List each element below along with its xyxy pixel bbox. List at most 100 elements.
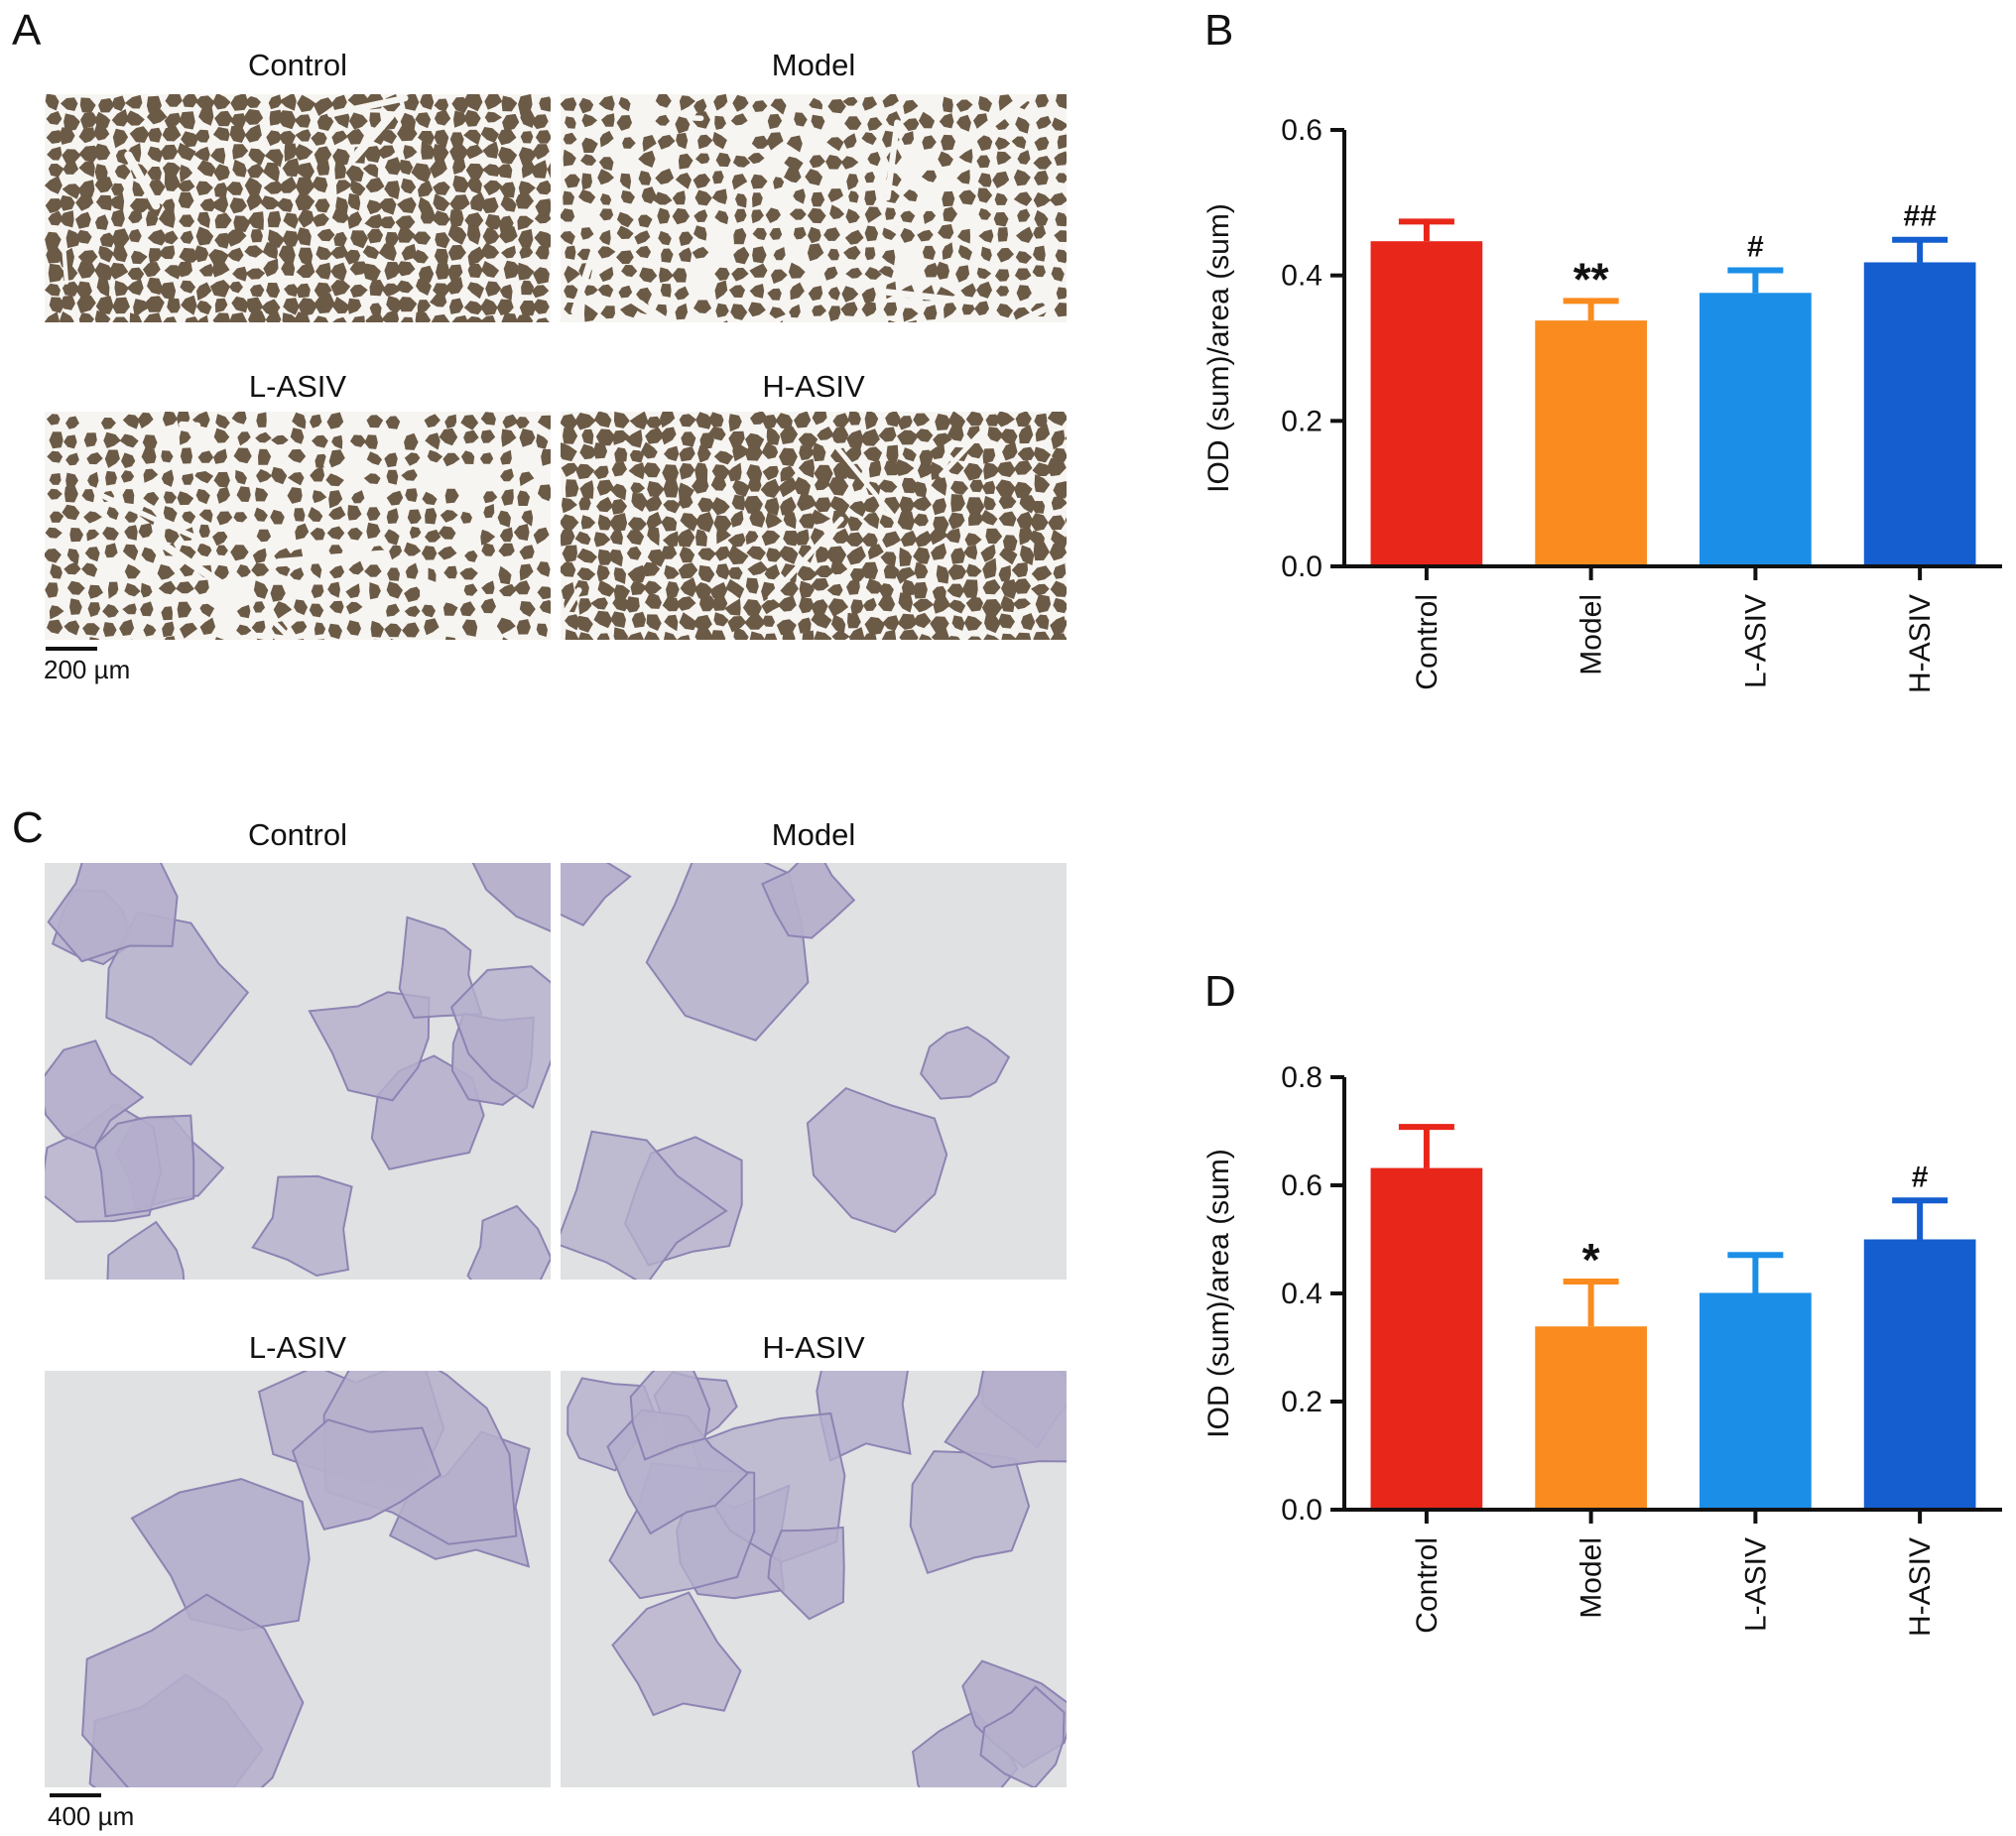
muscle-fiber: [985, 528, 1003, 545]
muscle-fiber: [733, 246, 750, 265]
muscle-fiber: [811, 112, 825, 130]
muscle-fiber: [978, 95, 992, 112]
muscle-fiber: [231, 296, 249, 313]
muscle-fiber: [521, 510, 534, 527]
muscle-fiber: [731, 268, 749, 282]
muscle-fiber: [283, 212, 299, 229]
muscle-fiber: [815, 564, 834, 578]
muscle-fiber: [225, 228, 247, 247]
muscle-fiber: [645, 592, 662, 609]
muscle-fiber: [694, 189, 712, 206]
muscle-fiber: [593, 465, 609, 480]
muscle-fiber: [980, 246, 992, 262]
muscle-fiber: [103, 431, 121, 448]
muscle-fiber: [1013, 169, 1031, 186]
muscle-fiber: [143, 491, 160, 506]
muscle-fiber: [747, 153, 765, 165]
tissue-gap: [348, 111, 395, 164]
muscle-fiber: [482, 141, 499, 159]
muscle-fiber: [47, 450, 63, 463]
muscle-fiber: [49, 605, 64, 620]
muscle-fiber: [976, 281, 992, 299]
panel-letter-b: B: [1204, 6, 1234, 55]
muscle-fiber: [448, 298, 464, 314]
muscle-fiber: [501, 428, 517, 447]
muscle-fiber: [764, 497, 780, 516]
muscle-fiber: [827, 188, 843, 202]
muscle-fiber: [1051, 267, 1065, 282]
muscle-fiber: [198, 105, 214, 126]
muscle-fiber: [466, 224, 481, 245]
muscle-fiber: [678, 562, 698, 579]
muscle-fiber: [883, 302, 898, 316]
panel-c-label-control: Control: [248, 817, 347, 852]
muscle-fiber: [104, 449, 120, 468]
muscle-fiber: [798, 432, 819, 448]
muscle-fiber: [485, 281, 502, 297]
muscle-fiber: [328, 565, 345, 579]
muscle-fiber: [161, 606, 173, 621]
muscle-fiber: [177, 601, 192, 618]
muscle-fiber: [282, 230, 299, 248]
muscle-fiber: [657, 207, 671, 224]
muscle-fiber: [1032, 265, 1046, 278]
muscle-fiber: [107, 581, 119, 599]
muscle-fiber: [415, 311, 432, 322]
muscle-fiber: [913, 413, 931, 427]
muscle-fiber: [48, 210, 63, 226]
muscle-fiber: [145, 296, 165, 312]
muscle-fiber: [496, 299, 514, 315]
muscle-fiber: [657, 134, 676, 150]
muscle-fiber: [161, 450, 174, 463]
muscle-fiber: [653, 191, 673, 205]
muscle-fiber: [209, 193, 229, 213]
muscle-fiber: [179, 111, 195, 130]
muscle-fiber: [626, 632, 645, 640]
muscle-fiber: [180, 622, 197, 639]
muscle-fiber: [580, 227, 594, 240]
muscle-fiber: [912, 581, 928, 599]
muscle-fiber: [465, 163, 484, 180]
panel-a-label-h-asiv: H-ASIV: [762, 369, 865, 404]
muscle-fiber: [442, 452, 460, 467]
muscle-fiber: [228, 312, 248, 322]
muscle-fiber: [1066, 535, 1067, 539]
muscle-fiber: [418, 131, 435, 146]
muscle-fiber: [78, 127, 95, 144]
muscle-fiber: [864, 225, 879, 242]
muscle-fiber: [500, 449, 512, 465]
muscle-fiber: [597, 284, 614, 298]
muscle-fiber: [1033, 156, 1053, 170]
muscle-fiber: [377, 145, 396, 160]
muscle-fiber: [583, 304, 598, 322]
muscle-fiber: [453, 110, 467, 128]
muscle-fiber: [565, 629, 579, 640]
muscle-fiber: [464, 144, 484, 160]
muscle-fiber: [679, 612, 698, 631]
muscle-fiber: [1050, 616, 1067, 636]
muscle-fiber: [407, 509, 422, 525]
muscle-fiber: [902, 447, 917, 462]
muscle-fiber: [664, 445, 680, 461]
muscle-fiber: [517, 490, 531, 506]
muscle-fiber: [519, 471, 535, 487]
muscle-fiber: [565, 245, 576, 260]
muscle-fiber: [244, 124, 262, 143]
muscle-fiber: [994, 412, 1015, 428]
muscle-fiber: [662, 464, 680, 482]
muscle-fiber: [983, 462, 1000, 480]
muscle-fiber: [216, 511, 233, 526]
muscle-fiber: [579, 443, 598, 460]
tissue-gap: [800, 106, 829, 117]
muscle-fiber: [749, 284, 765, 299]
muscle-fiber: [45, 231, 62, 250]
muscle-fiber: [766, 426, 781, 445]
muscle-fiber: [1028, 530, 1045, 547]
muscle-fiber: [348, 560, 364, 575]
muscle-fiber: [562, 545, 577, 563]
muscle-fiber: [661, 546, 678, 559]
muscle-fiber: [276, 197, 294, 212]
muscle-fiber: [158, 245, 176, 260]
muscle-fiber: [764, 633, 778, 640]
muscle-fiber: [463, 94, 483, 112]
